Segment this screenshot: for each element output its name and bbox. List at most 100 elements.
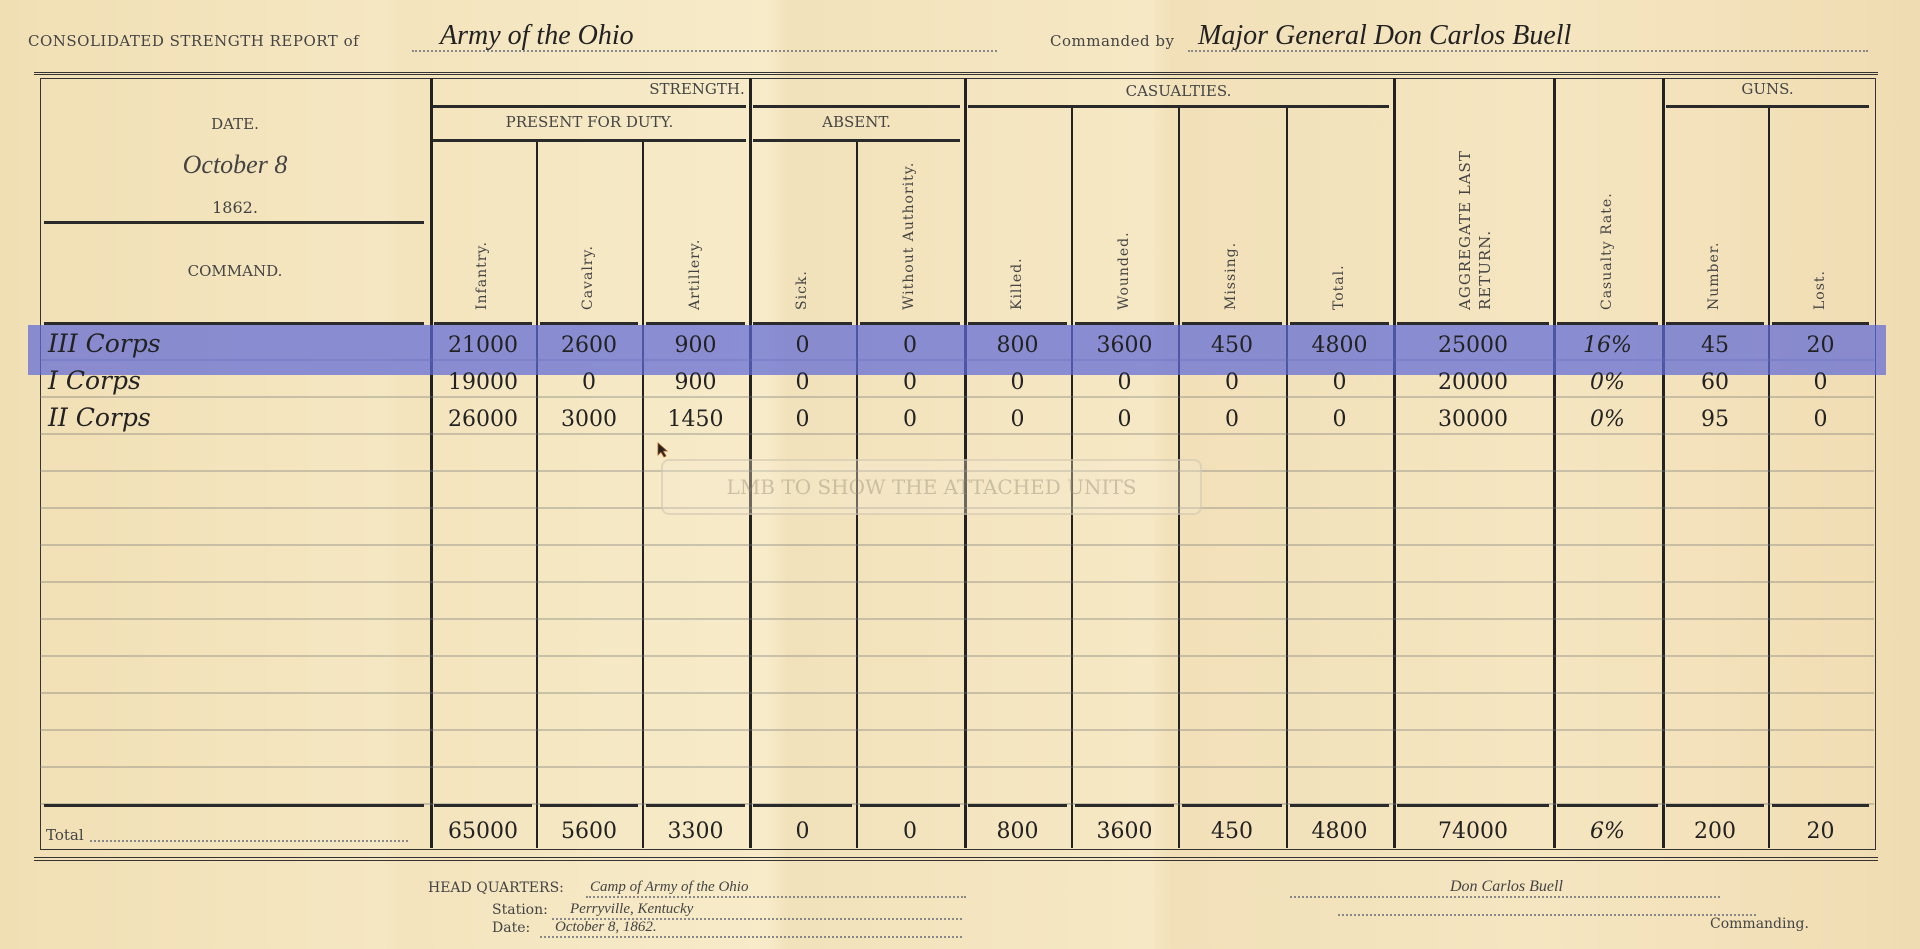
station-label: Station: <box>492 902 548 918</box>
signature-dotted-line <box>1290 896 1720 898</box>
row-value: 0 <box>1225 370 1239 395</box>
total-dotted-line <box>90 840 408 842</box>
ruled-line <box>40 618 1874 620</box>
total-rule <box>1666 804 1764 807</box>
row-value: 0 <box>1813 370 1828 395</box>
command-name[interactable]: II Corps <box>48 403 151 432</box>
total-rule <box>753 804 852 807</box>
column-divider <box>1662 78 1665 848</box>
row-value: 1450 <box>667 407 724 432</box>
header-bottom-rule <box>434 322 532 325</box>
column-divider <box>1393 78 1396 848</box>
report-label: CONSOLIDATED STRENGTH REPORT of <box>28 32 360 50</box>
column-divider <box>1553 78 1556 848</box>
column-header: Lost. <box>1811 270 1828 310</box>
row-value: 900 <box>674 370 717 395</box>
ruled-line <box>40 470 1874 472</box>
row-value: 60 <box>1701 370 1729 395</box>
strength-group-label: STRENGTH. <box>649 80 745 98</box>
row-value: 800 <box>996 333 1039 358</box>
date-divider <box>44 221 424 224</box>
ruled-line <box>40 507 1874 509</box>
row-value: 20000 <box>1438 370 1508 395</box>
ruled-line <box>40 396 1874 398</box>
army-dotted-line <box>412 50 997 52</box>
header-bottom-rule <box>44 322 424 325</box>
header-bottom-rule <box>753 322 852 325</box>
present-underline <box>433 139 746 142</box>
column-divider <box>1286 108 1288 848</box>
army-name: Army of the Ohio <box>440 20 634 51</box>
year-value: 1862. <box>212 198 258 217</box>
row-value: 0 <box>795 407 810 432</box>
total-rule <box>860 804 960 807</box>
row-value: 0 <box>903 333 917 358</box>
table-frame <box>34 72 1878 861</box>
ruled-line <box>40 581 1874 583</box>
column-header: Killed. <box>1008 257 1025 310</box>
command-name[interactable]: I Corps <box>48 366 141 395</box>
header-bottom-rule <box>1075 322 1174 325</box>
absent-sub-underline <box>753 139 960 142</box>
row-value: 0 <box>1813 407 1828 432</box>
row-value: 19000 <box>448 370 518 395</box>
row-value: 30000 <box>1438 407 1508 432</box>
total-rule <box>968 804 1067 807</box>
column-header: Cavalry. <box>580 245 596 310</box>
date-label: DATE. <box>211 115 259 133</box>
row-value: 25000 <box>1438 333 1508 358</box>
ruled-line <box>40 655 1874 657</box>
date-footer-label: Date: <box>492 920 531 936</box>
mouse-cursor-icon <box>657 442 669 458</box>
station-dotted-line <box>552 918 962 920</box>
date-value: October 8 <box>182 150 288 179</box>
row-value: 0 <box>1332 407 1347 432</box>
row-value: 4800 <box>1311 333 1368 358</box>
row-value: 95 <box>1701 407 1729 432</box>
row-value: 0 <box>1117 407 1132 432</box>
header-bottom-rule <box>1666 322 1764 325</box>
total-value: 0 <box>903 819 917 844</box>
header-bottom-rule <box>1557 322 1658 325</box>
header-bottom-rule <box>646 322 745 325</box>
present-group-label: PRESENT FOR DUTY. <box>505 113 674 131</box>
date-dotted-line <box>540 936 962 938</box>
column-header: Wounded. <box>1115 231 1132 310</box>
row-value: 0 <box>903 370 917 395</box>
total-value: 74000 <box>1438 819 1508 844</box>
column-divider <box>536 142 538 848</box>
row-value: 0 <box>903 407 917 432</box>
row-value: 20 <box>1806 333 1835 358</box>
total-value: 65000 <box>448 819 518 844</box>
guns-group-label: GUNS. <box>1741 80 1794 98</box>
ruled-line <box>40 766 1874 768</box>
absent-group-label: ABSENT. <box>822 113 891 131</box>
commander-name: Major General Don Carlos Buell <box>1198 20 1572 51</box>
command-label: COMMAND. <box>187 262 283 280</box>
casualties-group-label: CASUALTIES. <box>1125 82 1232 100</box>
column-header: Casualty Rate. <box>1598 192 1615 310</box>
total-rule <box>434 804 532 807</box>
signature: Don Carlos Buell <box>1450 878 1563 895</box>
total-value: 450 <box>1211 819 1253 844</box>
row-value: 0% <box>1590 370 1625 395</box>
total-rule <box>1772 804 1869 807</box>
absent-underline <box>753 105 960 108</box>
total-rule <box>1397 804 1549 807</box>
row-value: 0 <box>1225 407 1239 432</box>
header-bottom-rule <box>1772 322 1869 325</box>
selected-row-highlight <box>28 325 1886 375</box>
header-bottom-rule <box>1182 322 1282 325</box>
ruled-line <box>40 433 1874 435</box>
ruled-line <box>40 729 1874 731</box>
row-value: 3000 <box>561 407 617 432</box>
command-name[interactable]: III Corps <box>48 329 161 358</box>
column-header: AGGREGATE LAST RETURN. <box>1456 150 1494 310</box>
total-value: 3300 <box>667 819 724 844</box>
column-divider <box>749 78 752 848</box>
total-rule <box>1182 804 1282 807</box>
row-value: 16% <box>1583 333 1632 358</box>
column-header: Without Authority. <box>901 161 917 310</box>
row-value: 0 <box>795 370 810 395</box>
row-value: 2600 <box>561 333 617 358</box>
